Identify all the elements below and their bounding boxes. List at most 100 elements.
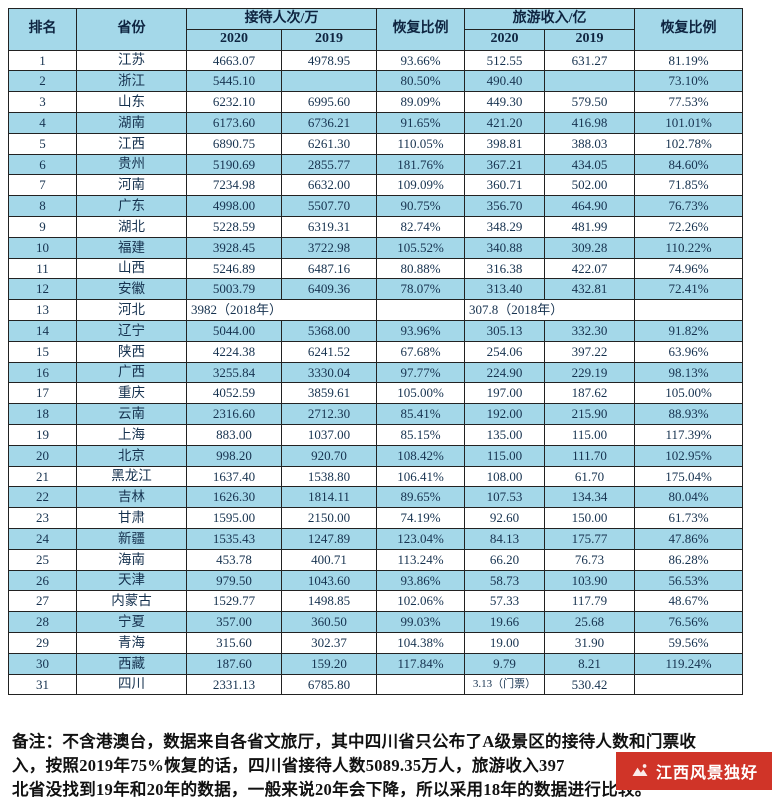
revenue-recovery-cell: 98.13%	[634, 361, 744, 384]
visitors-2019-cell: 1498.85	[280, 590, 378, 613]
rank-cell: 10	[8, 236, 77, 259]
revenue-recovery-cell: 48.67%	[634, 590, 744, 613]
table-row: 12 安徽 5003.79 6409.36 78.07% 313.40 432.81 72.4…	[8, 278, 744, 301]
visitors-2019-cell: 1247.89	[280, 527, 378, 550]
visitors-2019-cell: 1538.80	[280, 465, 378, 488]
visitors-recovery-cell: 80.88%	[376, 257, 466, 280]
visitors-recovery-cell: 108.42%	[376, 444, 466, 467]
province-cell: 新疆	[76, 527, 187, 550]
revenue-2020-cell: 107.53	[464, 486, 546, 509]
table-row: 19 上海 883.00 1037.00 85.15% 135.00 115.00 117.3…	[8, 423, 744, 446]
visitors-2020-cell: 1626.30	[186, 486, 282, 509]
visitors-2020-cell: 4998.00	[186, 195, 282, 217]
table-row: 2 浙江 5445.10 80.50% 490.40 73.10%	[8, 70, 744, 93]
revenue-2019-cell: 103.90	[544, 569, 636, 592]
revenue-2020-cell: 192.00	[464, 403, 546, 425]
table-row: 7 河南 7234.98 6632.00 109.09% 360.71 502.00 71.8…	[8, 174, 744, 197]
revenue-2020-cell: 307.8（2018年）	[464, 299, 636, 321]
header-visitors-2020: 2020	[186, 28, 282, 51]
visitors-2020-cell: 1529.77	[186, 590, 282, 613]
visitors-recovery-cell: 117.84%	[376, 652, 466, 675]
visitors-2020-cell: 5445.10	[186, 70, 282, 93]
visitors-recovery-cell: 91.65%	[376, 111, 466, 134]
rank-cell: 18	[8, 403, 77, 425]
visitors-2019-cell: 6736.21	[280, 111, 378, 134]
revenue-2019-cell: 416.98	[544, 111, 636, 134]
visitors-recovery-cell: 85.15%	[376, 423, 466, 446]
revenue-recovery-cell: 77.53%	[634, 91, 744, 113]
table-row: 9 湖北 5228.59 6319.31 82.74% 348.29 481.99 72.26…	[8, 215, 744, 238]
visitors-recovery-cell: 80.50%	[376, 70, 466, 93]
province-cell: 上海	[76, 423, 187, 446]
revenue-2020-cell: 490.40	[464, 70, 546, 93]
revenue-recovery-cell: 61.73%	[634, 507, 744, 529]
table-row: 31 四川 2331.13 6785.80 3.13（门票） 530.42	[8, 673, 744, 696]
visitors-recovery-cell: 110.05%	[376, 132, 466, 155]
revenue-recovery-cell: 102.95%	[634, 444, 744, 467]
rank-cell: 24	[8, 527, 77, 550]
visitors-recovery-cell: 102.06%	[376, 590, 466, 613]
province-cell: 宁夏	[76, 611, 187, 633]
revenue-2019-cell: 76.73	[544, 548, 636, 571]
header-visitors-recovery: 恢复比例	[376, 8, 466, 51]
rank-cell: 25	[8, 548, 77, 571]
province-cell: 湖北	[76, 215, 187, 238]
revenue-2020-cell: 115.00	[464, 444, 546, 467]
header-visitors-group: 接待人次/万	[185, 8, 378, 30]
rank-cell: 21	[8, 465, 77, 488]
revenue-recovery-cell: 76.56%	[634, 611, 744, 633]
revenue-2019-cell: 579.50	[544, 91, 636, 113]
visitors-recovery-cell: 105.00%	[376, 382, 466, 405]
revenue-2020-cell: 348.29	[464, 215, 546, 238]
province-cell: 江西	[76, 132, 187, 155]
visitors-recovery-cell: 105.52%	[376, 236, 466, 259]
table-row: 18 云南 2316.60 2712.30 85.41% 192.00 215.90 88.9…	[8, 403, 744, 425]
rank-cell: 2	[8, 70, 77, 93]
revenue-recovery-cell: 56.53%	[634, 569, 744, 592]
revenue-2020-cell: 254.06	[464, 340, 546, 363]
rank-cell: 8	[8, 195, 77, 217]
table-row: 6 贵州 5190.69 2855.77 181.76% 367.21 434.05 84.6…	[8, 153, 744, 176]
revenue-2019-cell: 31.90	[544, 631, 636, 654]
table-row: 4 湖南 6173.60 6736.21 91.65% 421.20 416.98 101.0…	[8, 111, 744, 134]
revenue-recovery-cell: 71.85%	[634, 174, 744, 197]
revenue-2019-cell: 481.99	[544, 215, 636, 238]
visitors-2020-cell: 187.60	[186, 652, 282, 675]
visitors-2020-cell: 5246.89	[186, 257, 282, 280]
table-row: 28 宁夏 357.00 360.50 99.03% 19.66 25.68 76.56%	[8, 611, 744, 633]
revenue-2019-cell: 134.34	[544, 486, 636, 509]
revenue-2020-cell: 19.00	[464, 631, 546, 654]
visitors-recovery-cell: 90.75%	[376, 195, 466, 217]
visitors-2019-cell: 1043.60	[280, 569, 378, 592]
visitors-2020-cell: 1595.00	[186, 507, 282, 529]
visitors-recovery-cell: 104.38%	[376, 631, 466, 654]
table-row: 22 吉林 1626.30 1814.11 89.65% 107.53 134.34 80.0…	[8, 486, 744, 509]
rank-cell: 22	[8, 486, 77, 509]
visitors-2019-cell: 3722.98	[280, 236, 378, 259]
revenue-recovery-cell: 101.01%	[634, 111, 744, 134]
visitors-2020-cell: 998.20	[186, 444, 282, 467]
province-cell: 四川	[76, 673, 187, 696]
table-row: 21 黑龙江 1637.40 1538.80 106.41% 108.00 61.70 175…	[8, 465, 744, 488]
revenue-2020-cell: 66.20	[464, 548, 546, 571]
revenue-recovery-cell: 59.56%	[634, 631, 744, 654]
visitors-2019-cell: 6785.80	[280, 673, 378, 696]
province-cell: 北京	[76, 444, 187, 467]
table-row: 13 河北 3982（2018年） 307.8（2018年）	[8, 299, 744, 321]
revenue-2019-cell	[544, 70, 636, 93]
revenue-2019-cell: 432.81	[544, 278, 636, 301]
revenue-recovery-cell: 81.19%	[634, 49, 744, 72]
province-cell: 海南	[76, 548, 187, 571]
visitors-recovery-cell: 181.76%	[376, 153, 466, 176]
revenue-2020-cell: 108.00	[464, 465, 546, 488]
revenue-recovery-cell: 175.04%	[634, 465, 744, 488]
table-row: 17 重庆 4052.59 3859.61 105.00% 197.00 187.62 105…	[8, 382, 744, 405]
revenue-2020-cell: 316.38	[464, 257, 546, 280]
table-row: 20 北京 998.20 920.70 108.42% 115.00 111.70 102.9…	[8, 444, 744, 467]
revenue-2020-cell: 356.70	[464, 195, 546, 217]
visitors-2019-cell: 159.20	[280, 652, 378, 675]
revenue-2020-cell: 135.00	[464, 423, 546, 446]
province-cell: 江苏	[76, 49, 187, 72]
visitors-2020-cell: 5003.79	[186, 278, 282, 301]
